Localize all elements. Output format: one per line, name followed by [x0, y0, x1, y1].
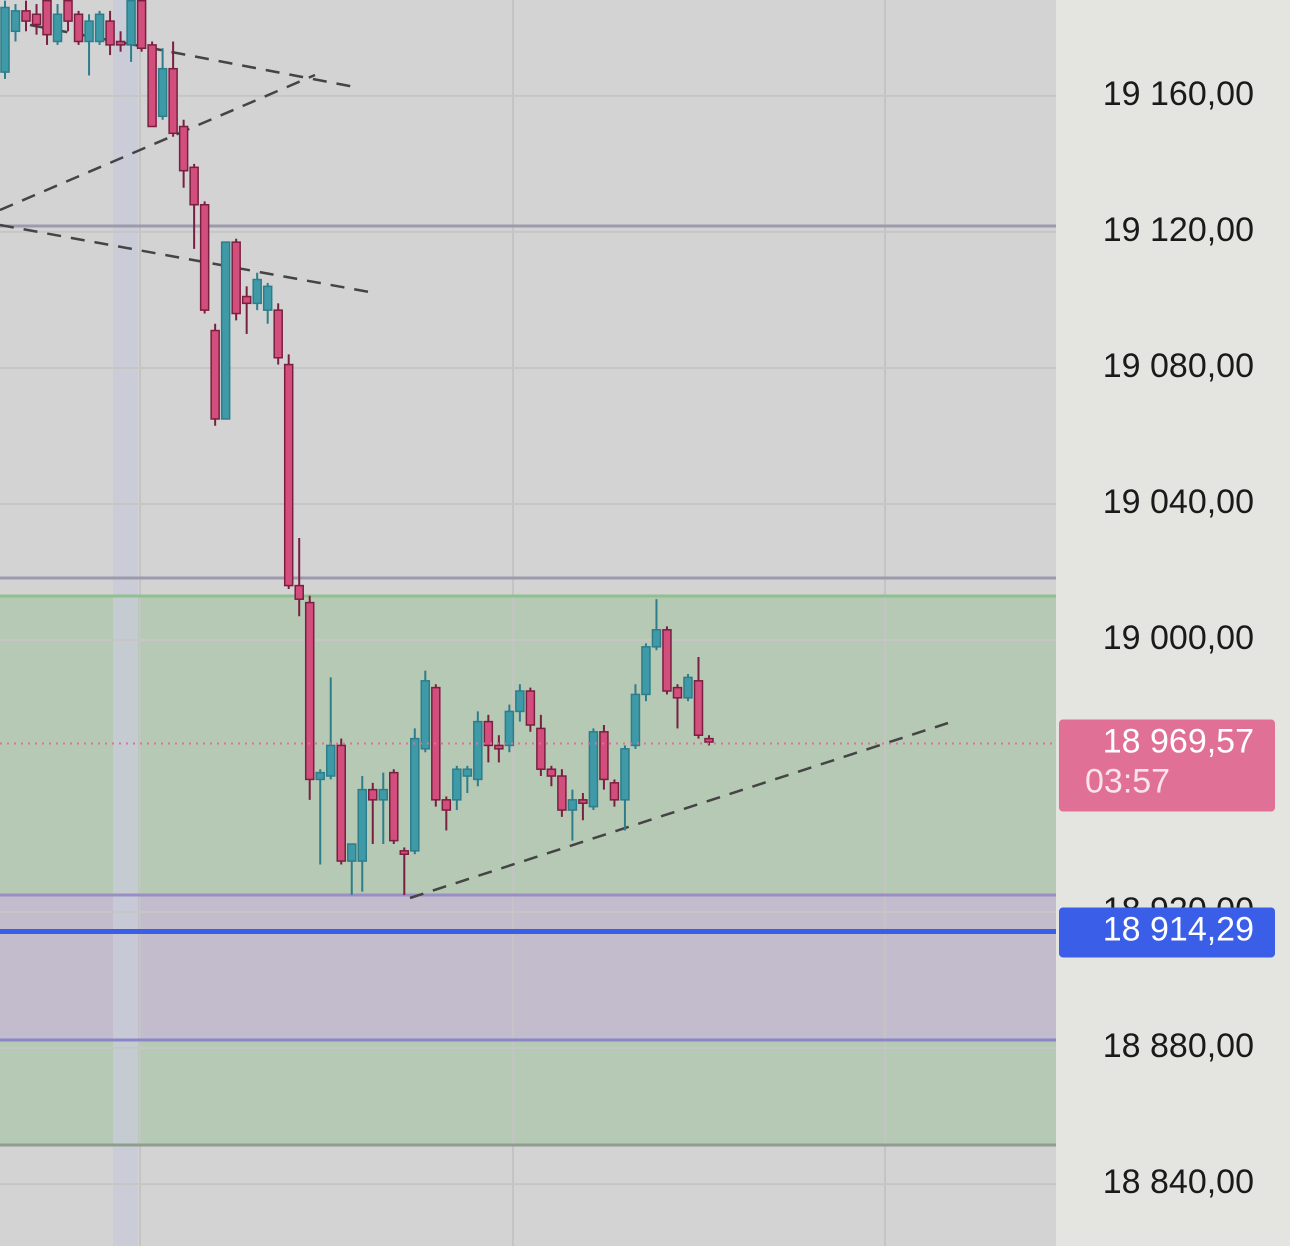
candle-body	[525, 690, 536, 726]
candle-body	[346, 843, 357, 862]
candle-body	[42, 0, 52, 36]
y-tick-label: 18 840,00	[1103, 1163, 1254, 1201]
candle-body	[420, 680, 431, 750]
vertical-grid	[139, 0, 886, 1246]
candle-body	[630, 693, 641, 747]
y-tick-label: 19 080,00	[1103, 347, 1254, 385]
candle-body	[147, 44, 157, 128]
candle-body	[294, 584, 304, 600]
trend-line	[0, 223, 376, 295]
candle-body	[273, 309, 283, 359]
candles	[0, 0, 714, 896]
overlay: 19 160,00 19 120,00 19 080,00 19 040,00 19 0…	[0, 75, 1275, 1201]
candle-body	[473, 720, 483, 781]
candle-body	[483, 720, 494, 747]
candle-body	[336, 744, 346, 862]
candle-body	[105, 20, 115, 46]
candle-body	[651, 629, 662, 648]
candle-body	[609, 782, 620, 801]
candle-body	[52, 13, 63, 43]
y-tick-label: 19 160,00	[1103, 75, 1254, 113]
candle-body	[557, 775, 567, 811]
candle-body	[10, 10, 21, 33]
candle-body	[399, 850, 410, 855]
candle-body	[126, 0, 136, 46]
candle-body	[94, 13, 105, 43]
candle-body	[504, 710, 515, 747]
candle-body	[620, 748, 630, 801]
price-line-box	[1059, 907, 1275, 958]
candle-body	[115, 40, 126, 46]
candle-body	[683, 676, 693, 699]
candle-body	[283, 363, 294, 587]
last-price-label: 18 969,57	[1103, 722, 1254, 760]
candle-body	[0, 6, 10, 73]
trend-line	[0, 73, 316, 212]
countdown-label: 03:57	[1085, 762, 1170, 800]
highlight-column	[113, 0, 138, 1246]
price-line-label: 18 914,29	[1103, 910, 1254, 948]
candle-body	[599, 731, 609, 781]
candle-body	[368, 788, 378, 801]
candle-body	[672, 686, 683, 699]
candle-body	[536, 727, 546, 770]
candle-body	[389, 771, 399, 842]
candle-body	[178, 125, 189, 172]
candle-body	[693, 680, 704, 736]
candle-body	[325, 744, 336, 777]
candle-body	[73, 13, 84, 43]
candle-body	[157, 67, 168, 118]
candle-body	[567, 799, 578, 811]
grid-layer	[0, 94, 1056, 1186]
candle-body	[578, 799, 588, 804]
candle-body	[515, 690, 525, 713]
candle-body	[641, 646, 651, 696]
candle-body	[546, 768, 557, 777]
inner-zone	[0, 895, 1056, 1040]
y-tick-label: 19 120,00	[1103, 211, 1254, 249]
candle-body	[662, 629, 672, 692]
candle-body	[31, 13, 42, 26]
candle-body	[210, 329, 220, 420]
candle-body	[441, 799, 452, 811]
candle-body	[452, 768, 462, 801]
candle-body	[21, 10, 31, 22]
level-lines	[0, 224, 1056, 1147]
y-tick-label: 19 040,00	[1103, 483, 1254, 521]
candle-body	[199, 203, 210, 311]
candle-body	[462, 768, 473, 777]
candle-body	[315, 771, 325, 781]
candle-body	[262, 285, 273, 311]
demand-zone	[0, 596, 1056, 1145]
candle-body	[304, 601, 315, 781]
candle-body	[231, 241, 241, 315]
candle-body	[220, 241, 231, 420]
y-tick-label: 19 000,00	[1103, 619, 1254, 657]
candle-body	[84, 20, 94, 43]
candle-body	[241, 295, 252, 305]
candle-body	[63, 0, 73, 22]
candle-body	[189, 166, 199, 206]
candle-body	[378, 788, 389, 801]
candle-body	[494, 744, 504, 750]
candle-body	[410, 737, 420, 852]
y-tick-label: 18 880,00	[1103, 1027, 1254, 1065]
candle-body	[357, 788, 368, 862]
candle-body	[588, 731, 599, 808]
candle-body	[136, 0, 147, 50]
candle-body	[252, 278, 262, 305]
candle-body	[704, 737, 714, 743]
candle-body	[168, 67, 178, 135]
last-price-box	[1059, 719, 1275, 812]
